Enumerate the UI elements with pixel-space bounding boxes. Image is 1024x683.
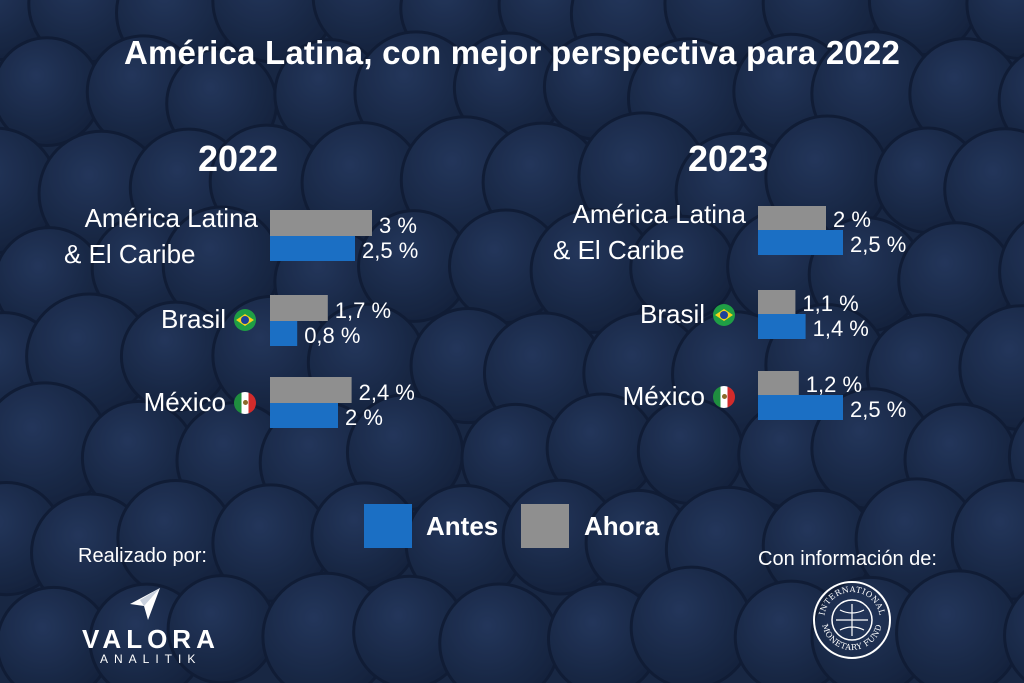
label-2022-brasil: Brasil — [161, 301, 256, 337]
brazil-flag-icon — [234, 309, 256, 331]
brazil-flag-icon — [713, 304, 735, 326]
legend-ahora-label: Ahora — [584, 511, 660, 541]
bar-2022-ahora-2 — [270, 377, 352, 403]
bar-2023-ahora-1 — [758, 290, 796, 314]
bar-2022-ahora-0 — [270, 210, 372, 236]
label-2023-mexico-text: México — [622, 381, 705, 411]
legend-antes-swatch — [364, 504, 412, 548]
made-by-label: Realizado por: — [78, 545, 207, 567]
bar-2023-ahora-2 — [758, 371, 799, 395]
bar-label-2023-antes-2: 2,5 % — [850, 397, 906, 422]
valora-logo-icon — [130, 588, 160, 620]
bar-label-2023-ahora-2: 1,2 % — [806, 372, 862, 397]
bar-2023-antes-0 — [758, 230, 843, 255]
valora-logo-text: VALORA — [82, 624, 220, 654]
label-2022-america-line1: América Latina — [84, 203, 258, 233]
bar-label-2022-antes-1: 0,8 % — [304, 323, 360, 348]
bar-2022-antes-1 — [270, 321, 298, 346]
bar-label-2022-ahora-2: 2,4 % — [359, 380, 415, 405]
mexico-flag-icon — [234, 392, 256, 414]
bar-label-2022-antes-0: 2,5 % — [362, 238, 418, 263]
label-2022-mexico: México — [144, 384, 256, 420]
bar-label-2022-ahora-0: 3 % — [379, 213, 417, 238]
valora-logo-subtext: ANALITIK — [100, 652, 202, 666]
bar-2023-antes-2 — [758, 395, 843, 420]
mexico-flag-icon — [713, 386, 735, 408]
source-label: Con información de: — [758, 548, 937, 570]
bar-2023-antes-1 — [758, 314, 806, 339]
panel-2023-title: 2023 — [688, 138, 769, 179]
label-2022-mexico-text: México — [143, 387, 226, 417]
bar-label-2022-ahora-1: 1,7 % — [335, 298, 391, 323]
label-2023-mexico: México — [623, 378, 735, 414]
label-2023-america-line1: América Latina — [572, 199, 746, 229]
bar-label-2023-ahora-1: 1,1 % — [802, 291, 858, 316]
bar-label-2023-ahora-0: 2 % — [833, 207, 871, 232]
label-2023-brasil: Brasil — [640, 296, 735, 332]
panel-2022-title: 2022 — [198, 138, 279, 179]
label-2023-brasil-text: Brasil — [639, 299, 705, 329]
chart-title: América Latina, con mejor perspectiva pa… — [123, 34, 901, 71]
bar-2022-antes-2 — [270, 403, 338, 428]
bar-2022-ahora-1 — [270, 295, 328, 321]
bar-2023-ahora-0 — [758, 206, 826, 230]
bar-label-2023-antes-1: 1,4 % — [813, 316, 869, 341]
label-2022-brasil-text: Brasil — [160, 304, 226, 334]
bar-label-2023-antes-0: 2,5 % — [850, 232, 906, 257]
legend-ahora-swatch — [521, 504, 569, 548]
bar-label-2022-antes-2: 2 % — [345, 405, 383, 430]
imf-seal-icon: INTERNATIONAL MONETARY FUND — [813, 581, 891, 659]
legend-antes-label: Antes — [426, 511, 499, 541]
bar-2022-antes-0 — [270, 236, 355, 261]
label-2023-america-line2: & El Caribe — [553, 235, 685, 265]
label-2022-america-line2: & El Caribe — [64, 239, 196, 269]
